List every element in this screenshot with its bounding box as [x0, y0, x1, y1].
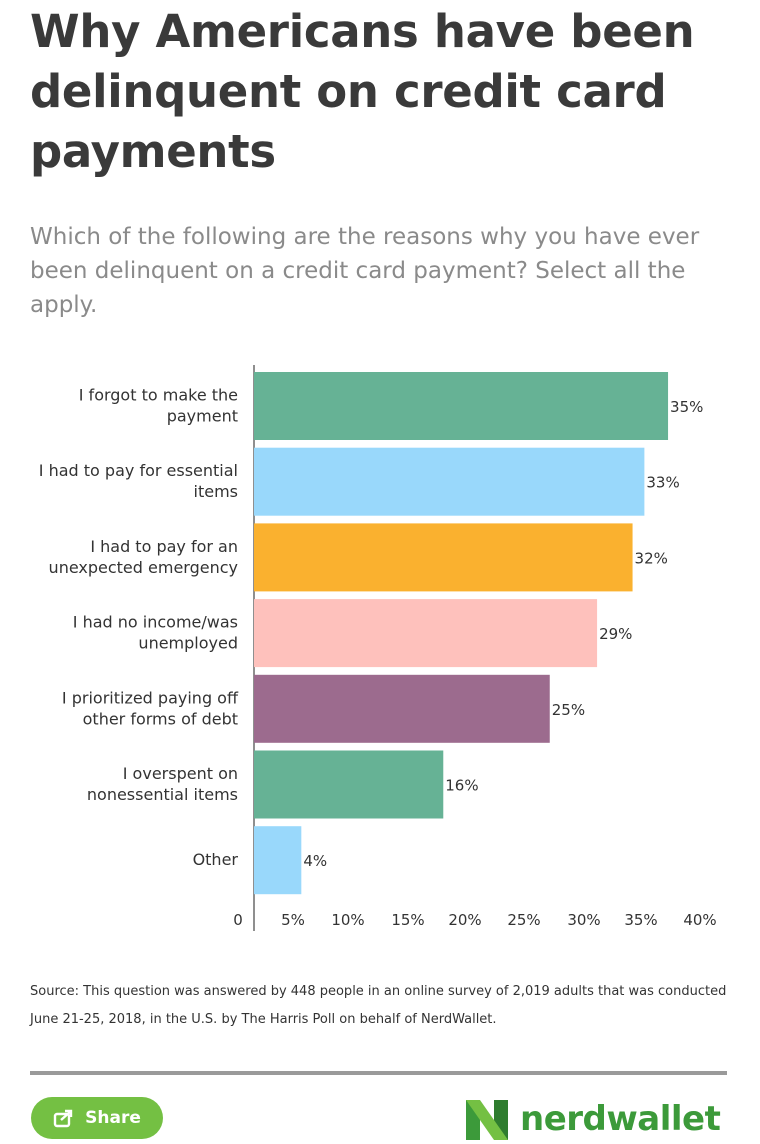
- bar: [254, 750, 444, 819]
- category-label: unexpected emergency: [49, 558, 238, 577]
- bar-value-label: 25%: [552, 701, 585, 719]
- bar-value-label: 32%: [635, 549, 668, 567]
- category-label: I prioritized paying off: [62, 688, 239, 707]
- category-label: unemployed: [138, 634, 238, 653]
- bar-value-label: 33%: [646, 474, 679, 492]
- category-label: payment: [167, 407, 238, 426]
- bar: [254, 599, 598, 668]
- bar-value-label: 16%: [445, 777, 478, 795]
- category-label: I had no income/was: [73, 613, 238, 632]
- category-label: items: [194, 482, 238, 501]
- bar: [254, 523, 633, 592]
- chart-title: Why Americans have been delinquent on cr…: [30, 5, 695, 178]
- x-tick-label: 5%: [281, 911, 305, 929]
- category-label: I overspent on: [123, 764, 238, 783]
- footer-divider: [30, 1071, 727, 1075]
- x-tick-label: 30%: [567, 911, 600, 929]
- share-icon: [53, 1108, 75, 1128]
- bar: [254, 674, 550, 743]
- share-label: Share: [85, 1108, 141, 1128]
- x-tick-label: 25%: [507, 911, 540, 929]
- x-tick-label: 40%: [683, 911, 716, 929]
- bar-value-label: 4%: [303, 852, 327, 870]
- x-tick-label: 10%: [331, 911, 364, 929]
- bar-value-label: 35%: [670, 398, 703, 416]
- nerdwallet-logo[interactable]: nerdwallet: [464, 1094, 721, 1144]
- share-button[interactable]: Share: [31, 1097, 163, 1139]
- chart-subtitle: Which of the following are the reasons w…: [30, 224, 700, 318]
- x-tick-label: 0: [233, 911, 243, 929]
- category-label: nonessential items: [87, 785, 238, 804]
- nerdwallet-logo-mark: [466, 1100, 508, 1140]
- source-note: Source: This question was answered by 44…: [30, 984, 727, 1027]
- category-label: Other: [193, 850, 239, 869]
- nerdwallet-wordmark: nerdwallet: [520, 1099, 721, 1139]
- category-label: I had to pay for an: [90, 537, 238, 556]
- x-tick-label: 35%: [624, 911, 657, 929]
- category-label: other forms of debt: [83, 709, 238, 728]
- bar: [254, 447, 645, 516]
- category-label: I had to pay for essential: [39, 461, 238, 480]
- x-tick-label: 20%: [448, 911, 481, 929]
- bar: [254, 372, 669, 440]
- x-tick-label: 15%: [391, 911, 424, 929]
- bar-value-label: 29%: [599, 625, 632, 643]
- bar-chart: 35% I forgot to make the payment 33% I had t…: [39, 365, 717, 931]
- category-label: I forgot to make the: [79, 386, 238, 405]
- bar: [254, 826, 302, 895]
